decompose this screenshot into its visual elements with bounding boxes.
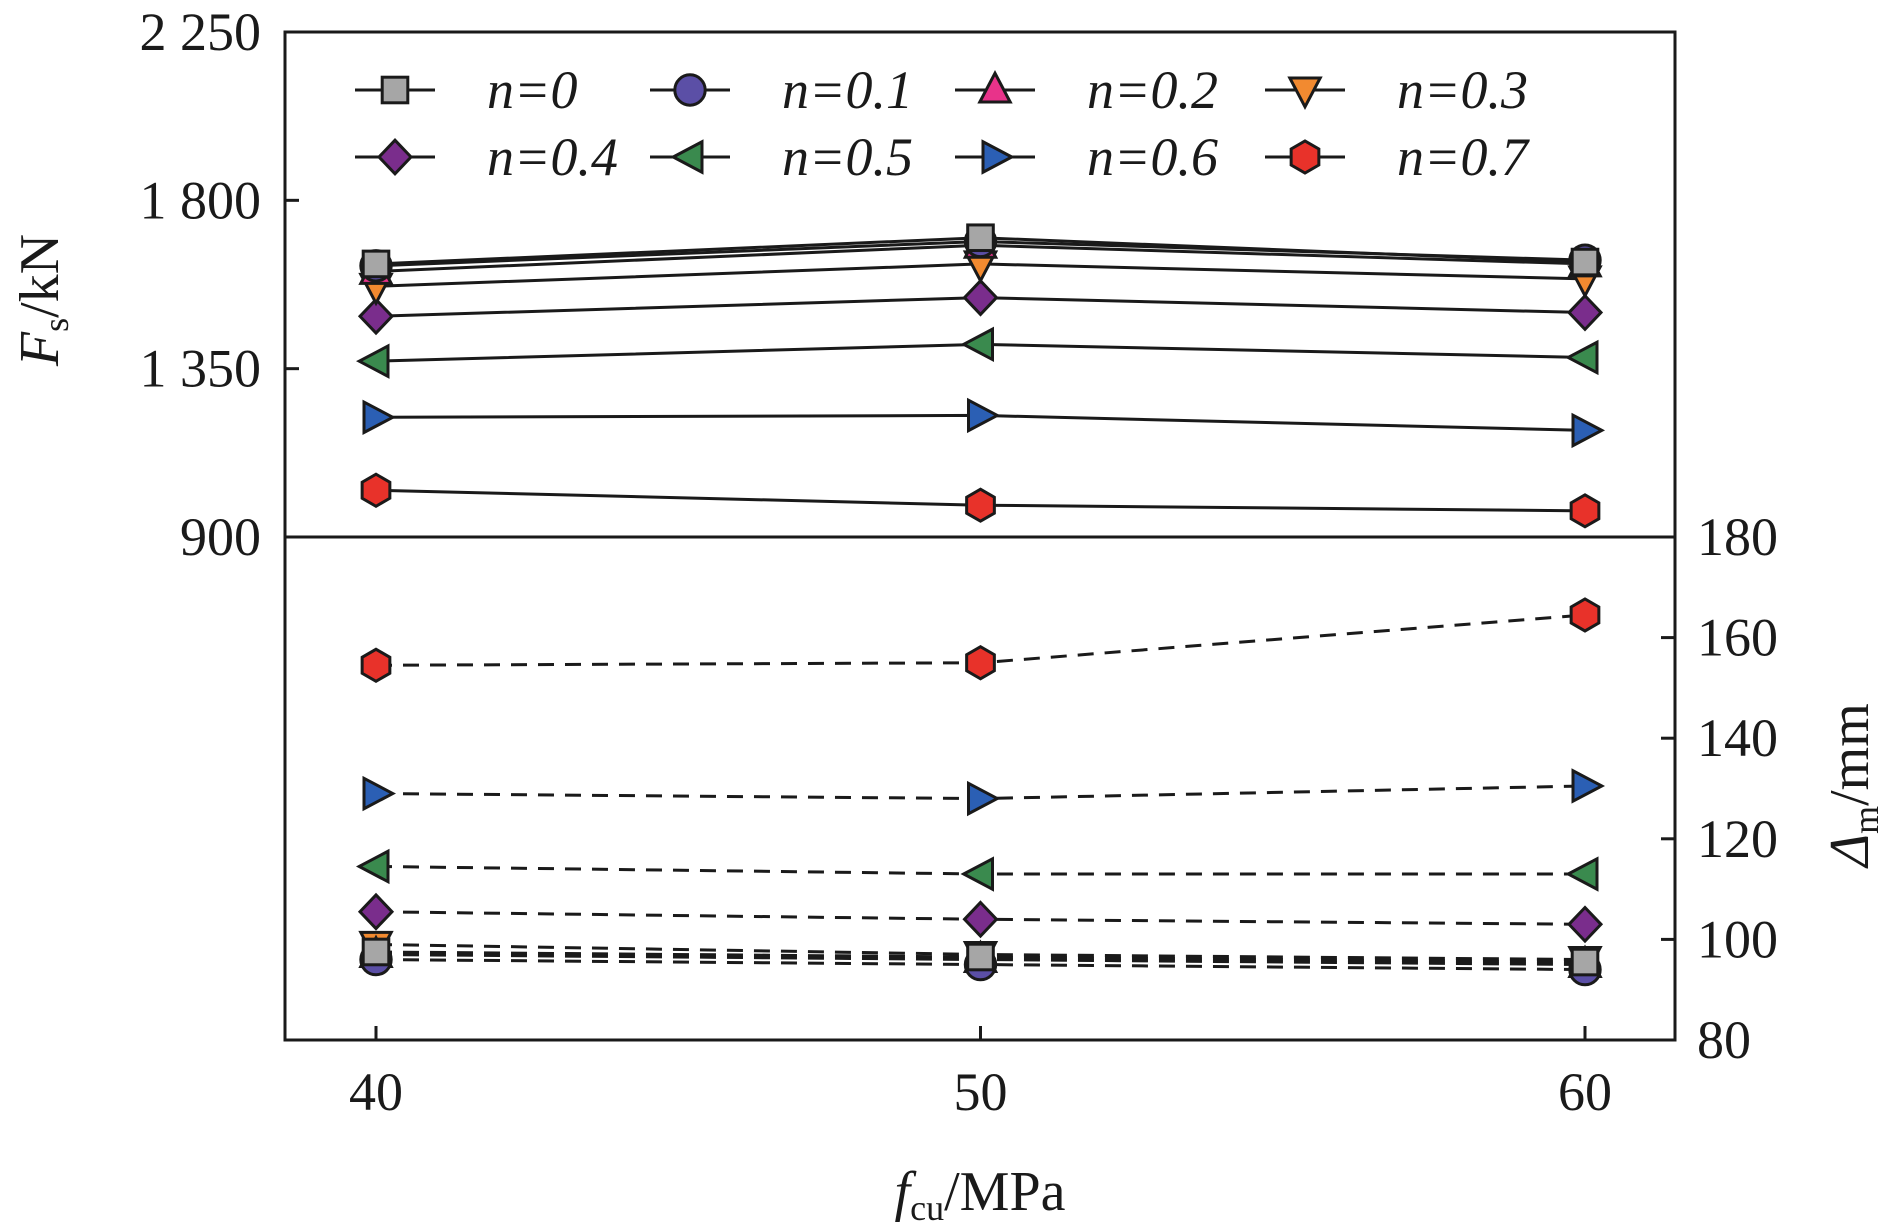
point-Fs-n=0.7 xyxy=(965,487,996,523)
point-Dm-n=0.6 xyxy=(362,775,397,812)
point-Dm-n=0 xyxy=(361,937,391,967)
point-Fs-n=0.5 xyxy=(1564,339,1599,376)
point-Fs-n=0.4 xyxy=(357,297,395,336)
point-Fs-n=0.4 xyxy=(962,278,999,317)
legend-label: n=0.7 xyxy=(1397,127,1530,187)
y-right-tick-label: 160 xyxy=(1697,608,1778,668)
legend-marker xyxy=(977,69,1013,104)
y-left-axis-title: Fs/kN xyxy=(9,234,76,367)
legend-item-n=0.3: n=0.3 xyxy=(1265,60,1528,120)
point-Dm-n=0.4 xyxy=(1566,905,1604,944)
legend-item-n=0.6: n=0.6 xyxy=(955,127,1218,187)
legend-marker xyxy=(376,138,414,176)
point-Dm-n=0 xyxy=(1570,947,1600,977)
point-Dm-n=0.7 xyxy=(965,645,996,681)
legend-marker xyxy=(981,139,1016,175)
y-right-tick-label: 140 xyxy=(1697,708,1778,768)
legend-item-n=0.7: n=0.7 xyxy=(1265,127,1530,187)
x-tick-label: 40 xyxy=(349,1062,403,1122)
axis-ticks: 40 50 60 900 1 350 1 800 2 250 80 100 120 140 160 18… xyxy=(140,2,1779,1122)
x-axis-title: fcu/MPa xyxy=(895,1161,1066,1224)
axis-labels: fcu/MPa Fs/kN Δm/mm xyxy=(9,234,1886,1224)
legend-marker xyxy=(673,73,707,107)
point-Fs-n=0.6 xyxy=(362,399,397,435)
legend-item-n=0.5: n=0.5 xyxy=(650,127,913,187)
legend-label: n=0.4 xyxy=(487,127,618,187)
y-right-axis-title: Δm/mm xyxy=(1819,703,1886,869)
point-Dm-n=0.5 xyxy=(960,856,994,892)
point-Fs-n=0 xyxy=(966,223,995,253)
x-tick-label: 60 xyxy=(1558,1062,1612,1122)
y-right-tick-label: 80 xyxy=(1697,1010,1751,1070)
point-Fs-n=0 xyxy=(361,249,391,279)
legend-item-n=0.2: n=0.2 xyxy=(955,60,1218,120)
y-left-tick-label: 1 350 xyxy=(140,339,262,399)
legend-item-n=0: n=0 xyxy=(355,60,577,120)
series-markers xyxy=(355,223,1606,987)
point-Dm-n=0.5 xyxy=(1564,856,1599,892)
point-Dm-n=0.5 xyxy=(355,848,390,885)
point-Dm-n=0 xyxy=(966,942,995,972)
point-Fs-n=0.6 xyxy=(967,397,1001,434)
point-Dm-n=0.7 xyxy=(1569,597,1601,633)
y-left-tick-label: 2 250 xyxy=(140,2,262,62)
point-Fs-n=0.5 xyxy=(355,343,390,379)
point-Fs-n=0.5 xyxy=(960,326,994,363)
point-Dm-n=0.4 xyxy=(357,892,395,931)
legend-marker xyxy=(1287,76,1323,111)
y-right-tick-label: 180 xyxy=(1697,507,1778,567)
legend-label: n=0.6 xyxy=(1087,127,1218,187)
point-Dm-n=0.7 xyxy=(360,647,392,683)
legend-marker xyxy=(380,75,410,105)
y-right-tick-label: 100 xyxy=(1697,909,1778,969)
legend-label: n=0 xyxy=(487,60,577,120)
point-Fs-n=0 xyxy=(1570,247,1600,277)
legend-marker xyxy=(1289,139,1321,175)
point-Fs-n=0.7 xyxy=(360,472,392,508)
legend-label: n=0.5 xyxy=(782,127,913,187)
legend-label: n=0.1 xyxy=(782,60,913,120)
point-Fs-n=0.4 xyxy=(1566,293,1604,332)
x-tick-label: 50 xyxy=(954,1062,1008,1122)
point-Fs-n=0.6 xyxy=(1571,412,1606,449)
point-Fs-n=0.7 xyxy=(1569,493,1601,529)
legend-item-n=0.4: n=0.4 xyxy=(355,127,618,187)
legend-marker xyxy=(669,139,704,175)
point-Dm-n=0.6 xyxy=(1571,768,1606,804)
y-right-tick-label: 120 xyxy=(1697,809,1778,869)
y-left-tick-label: 1 800 xyxy=(140,170,262,230)
y-left-tick-label: 900 xyxy=(180,507,261,567)
point-Dm-n=0.4 xyxy=(962,900,999,939)
legend-label: n=0.2 xyxy=(1087,60,1218,120)
legend-label: n=0.3 xyxy=(1397,60,1528,120)
legend: n=0 n=0.1 n=0.2 n=0.3 n=0.4 n=0.5 n=0.6 n=0.7 xyxy=(355,60,1530,187)
legend-item-n=0.1: n=0.1 xyxy=(650,60,913,120)
point-Dm-n=0.6 xyxy=(967,780,1001,817)
